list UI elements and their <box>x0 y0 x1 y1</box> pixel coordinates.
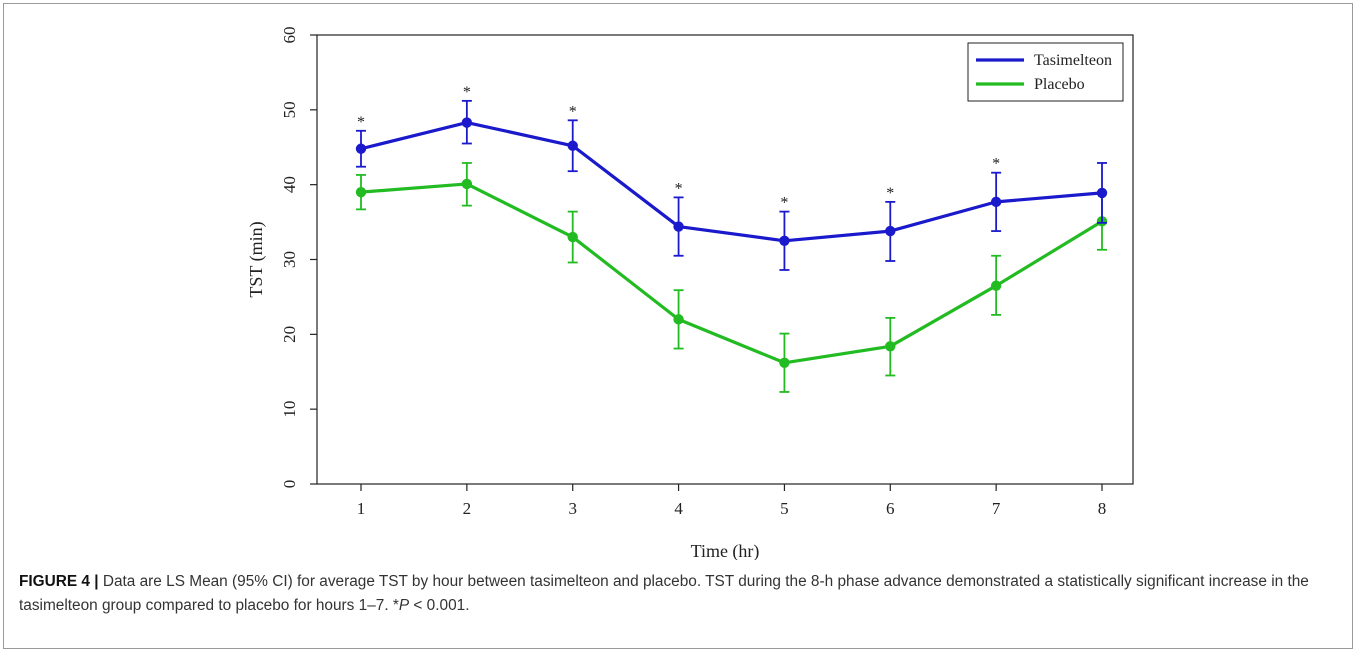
legend: Tasimelteon Placebo <box>967 42 1124 102</box>
series-line <box>360 120 1103 243</box>
series-layer: * * * * * * * <box>355 84 1108 393</box>
y-tick-label: 20 <box>280 326 299 343</box>
plot-area-box <box>316 34 1134 485</box>
data-point <box>885 225 896 237</box>
x-axis-title: Time (hr) <box>691 541 760 560</box>
legend-label-tasimelteon: Tasimelteon <box>1034 52 1112 69</box>
x-tick-label: 6 <box>886 499 895 518</box>
data-point <box>990 196 1002 208</box>
x-tick-label: 5 <box>780 499 789 518</box>
data-point <box>567 231 578 243</box>
data-point <box>779 357 790 368</box>
data-point <box>355 186 367 198</box>
y-tick-label: 40 <box>280 176 299 193</box>
significance-star: * <box>780 195 788 212</box>
data-point <box>461 178 473 190</box>
data-point <box>673 221 684 232</box>
data-point <box>461 117 473 128</box>
legend-label-placebo: Placebo <box>1034 76 1085 93</box>
significance-star: * <box>675 180 683 197</box>
caption-p-symbol: P <box>398 597 410 614</box>
x-axis: 1 2 3 4 5 6 7 8 <box>357 484 1107 518</box>
data-point <box>567 140 578 151</box>
y-tick-label: 30 <box>280 251 299 268</box>
y-tick-label: 0 <box>280 480 299 489</box>
legend-box <box>967 42 1124 102</box>
x-tick-label: 3 <box>568 499 577 518</box>
significance-star: * <box>357 114 365 131</box>
caption-figure-label: FIGURE 4 | <box>19 573 99 590</box>
significance-star: * <box>992 156 1000 173</box>
significance-star: * <box>569 103 577 120</box>
data-point <box>355 143 367 154</box>
caption-text: Data are LS Mean (95% CI) for average TS… <box>19 573 1309 614</box>
series-placebo <box>355 162 1108 393</box>
y-tick-label: 50 <box>280 101 299 118</box>
data-point <box>990 280 1002 291</box>
tst-line-chart: 0 10 20 30 40 50 60 1 2 3 4 5 6 7 8 TST (min) Time (h… <box>246 27 1134 560</box>
x-tick-label: 7 <box>992 499 1001 518</box>
x-tick-label: 4 <box>674 499 683 518</box>
figure-caption: FIGURE 4 | Data are LS Mean (95% CI) for… <box>19 570 1339 618</box>
data-point <box>779 235 790 246</box>
data-point <box>885 341 896 352</box>
x-tick-label: 2 <box>463 499 472 518</box>
data-point <box>673 314 684 325</box>
series-tasimelteon: * * * * * * * <box>355 84 1108 271</box>
x-tick-label: 8 <box>1098 499 1107 518</box>
caption-text-end: < 0.001. <box>409 597 470 614</box>
y-axis: 0 10 20 30 40 50 60 <box>280 27 317 489</box>
y-axis-title: TST (min) <box>246 221 267 297</box>
series-line <box>360 182 1103 365</box>
y-tick-label: 60 <box>280 27 299 44</box>
y-tick-label: 10 <box>280 401 299 418</box>
data-point <box>1096 187 1108 199</box>
x-tick-label: 1 <box>357 499 366 518</box>
significance-star: * <box>886 185 894 202</box>
significance-star: * <box>463 84 471 101</box>
